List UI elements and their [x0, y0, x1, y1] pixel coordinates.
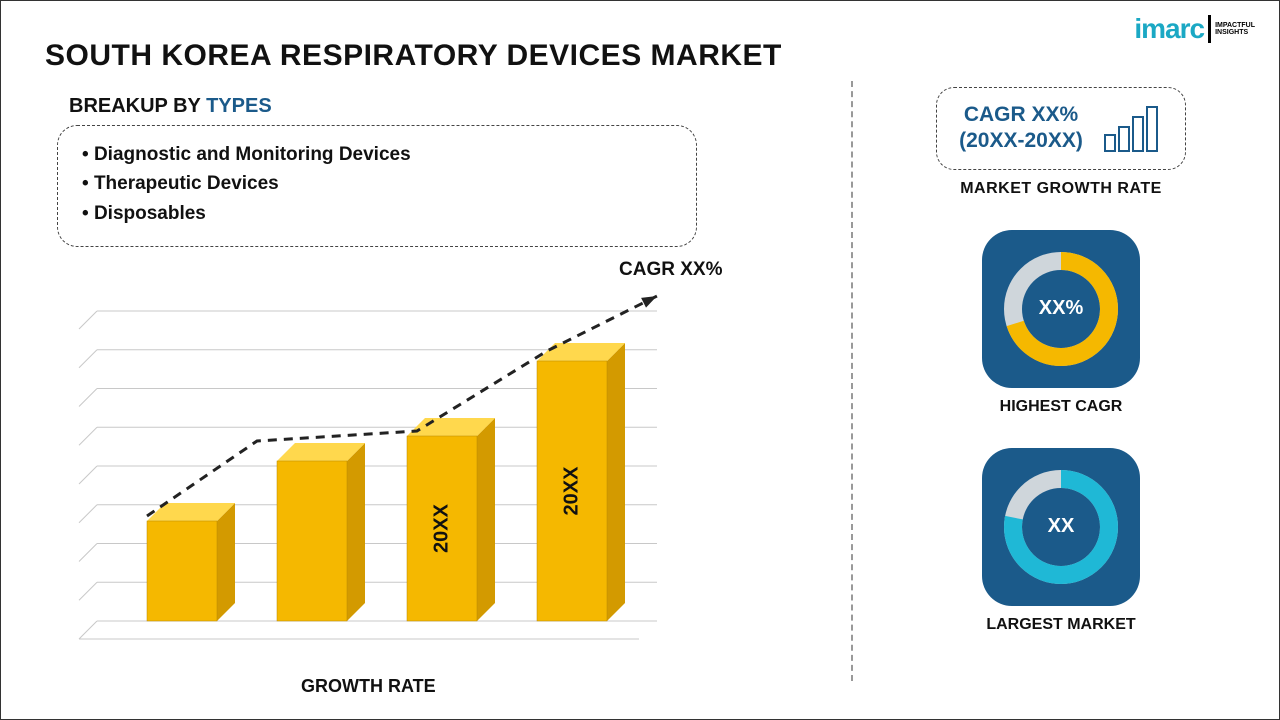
cagr-arrow-label: CAGR XX% — [619, 259, 722, 281]
breakup-subtitle: BREAKUP BY TYPES — [69, 95, 272, 118]
chart-axis-label: GROWTH RATE — [301, 676, 436, 697]
highest-cagr-tile: XX% — [982, 230, 1140, 388]
metrics-column: CAGR XX% (20XX-20XX) MARKET GROWTH RATE … — [881, 87, 1241, 634]
brand-tagline: IMPACTFUL INSIGHTS — [1215, 22, 1255, 36]
highest-cagr-value: XX% — [1039, 297, 1083, 320]
market-growth-label: MARKET GROWTH RATE — [960, 180, 1162, 198]
highest-cagr-label: HIGHEST CAGR — [1000, 398, 1123, 416]
cagr-summary-box: CAGR XX% (20XX-20XX) — [936, 87, 1186, 170]
largest-market-label: LARGEST MARKET — [986, 616, 1135, 634]
type-item: Disposables — [82, 199, 672, 228]
types-list: Diagnostic and Monitoring Devices Therap… — [82, 140, 672, 228]
types-list-box: Diagnostic and Monitoring Devices Therap… — [57, 125, 697, 247]
vertical-divider — [851, 81, 853, 681]
page-title: SOUTH KOREA RESPIRATORY DEVICES MARKET — [45, 39, 782, 73]
svg-text:20XX: 20XX — [560, 466, 582, 516]
growth-chart-svg: 20XX 20XX — [57, 281, 717, 661]
brand-name: imarc — [1134, 13, 1204, 45]
cagr-summary-text: CAGR XX% (20XX-20XX) — [959, 102, 1083, 155]
growth-chart: 20XX 20XX — [57, 281, 717, 661]
type-item: Therapeutic Devices — [82, 169, 672, 198]
largest-market-tile: XX — [982, 448, 1140, 606]
brand-divider — [1208, 15, 1211, 43]
svg-text:20XX: 20XX — [430, 503, 452, 553]
brand-logo: imarc IMPACTFUL INSIGHTS — [1134, 13, 1255, 45]
type-item: Diagnostic and Monitoring Devices — [82, 140, 672, 169]
largest-market-value: XX — [1048, 515, 1075, 538]
mini-bar-icon — [1103, 103, 1163, 153]
